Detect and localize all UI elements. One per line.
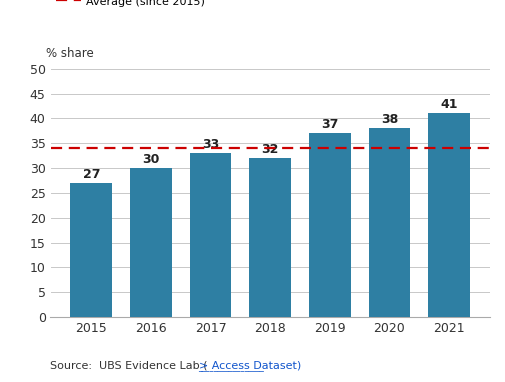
Bar bbox=[249, 158, 291, 317]
Bar bbox=[428, 113, 470, 317]
Bar bbox=[369, 128, 410, 317]
Legend: Misstated share (i.e. not completely factually accurate)*, Average (since 2015): Misstated share (i.e. not completely fac… bbox=[56, 0, 401, 6]
Text: 27: 27 bbox=[83, 168, 100, 181]
Text: 33: 33 bbox=[202, 138, 219, 151]
Text: _________________: _________________ bbox=[198, 363, 264, 372]
Text: > Access Dataset): > Access Dataset) bbox=[199, 361, 301, 371]
Bar bbox=[190, 153, 231, 317]
Text: Source:  UBS Evidence Lab (: Source: UBS Evidence Lab ( bbox=[50, 361, 208, 371]
Text: 41: 41 bbox=[440, 99, 458, 112]
Text: 30: 30 bbox=[142, 153, 160, 166]
Text: 32: 32 bbox=[262, 143, 279, 156]
Bar bbox=[130, 168, 172, 317]
Text: 37: 37 bbox=[321, 118, 338, 131]
Text: % share: % share bbox=[46, 47, 94, 60]
Bar bbox=[309, 133, 350, 317]
Bar bbox=[71, 183, 112, 317]
Text: 38: 38 bbox=[381, 113, 398, 126]
